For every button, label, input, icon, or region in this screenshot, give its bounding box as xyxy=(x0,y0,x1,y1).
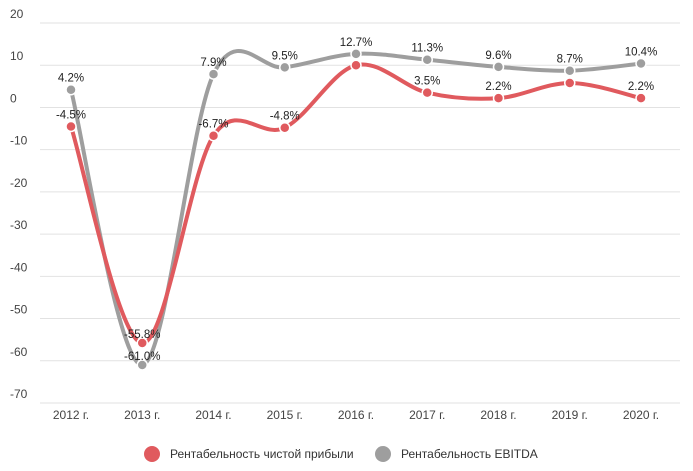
data-label: 4.2% xyxy=(58,73,84,85)
data-point xyxy=(635,57,647,70)
y-tick-label: -40 xyxy=(10,260,28,274)
x-tick-label: 2019 г. xyxy=(552,408,588,422)
data-point xyxy=(492,61,505,73)
data-label: -4.5% xyxy=(56,109,86,121)
series-points xyxy=(65,48,647,371)
data-point xyxy=(350,48,362,60)
legend-label: Рентабельность чистой прибыли xyxy=(170,447,354,461)
data-label: 9.6% xyxy=(485,50,511,62)
x-tick-label: 2015 г. xyxy=(267,408,303,422)
data-point xyxy=(635,92,647,104)
legend-marker xyxy=(375,446,391,462)
y-tick-label: -60 xyxy=(10,345,28,359)
y-tick-label: -70 xyxy=(10,387,28,401)
data-point xyxy=(564,77,576,89)
data-label: 10.4% xyxy=(625,47,658,59)
y-tick-label: 10 xyxy=(10,49,24,63)
data-label: 2.2% xyxy=(485,81,511,93)
data-point xyxy=(65,83,77,96)
data-label: 11.3% xyxy=(411,43,443,55)
data-label: 8.7% xyxy=(557,54,583,66)
x-tick-label: 2020 г. xyxy=(623,408,659,422)
legend-marker xyxy=(144,446,160,462)
data-point xyxy=(350,59,362,71)
legend-label: Рентабельность EBITDA xyxy=(401,447,538,461)
data-label: -61.0% xyxy=(124,351,160,363)
data-point xyxy=(207,68,220,80)
data-point xyxy=(492,92,505,104)
data-label: -6.7% xyxy=(198,119,228,131)
y-tick-label: 20 xyxy=(10,7,24,21)
data-labels: 4.2% -61.0% 7.9% 9.5% 12.7% 11.3% 9.6% 8.7% 10.4… xyxy=(56,37,657,363)
data-label: -55.8% xyxy=(124,329,160,341)
data-point xyxy=(136,359,148,371)
y-axis: 20 10 0 -10 -20 -30 -40 -50 -60 -70 xyxy=(10,7,28,401)
data-label: 9.5% xyxy=(272,50,298,62)
data-point xyxy=(65,120,77,133)
series-line xyxy=(69,49,643,367)
x-tick-label: 2013 г. xyxy=(124,408,160,422)
x-tick-label: 2016 г. xyxy=(338,408,374,422)
y-tick-label: -50 xyxy=(10,303,28,317)
x-tick-label: 2017 г. xyxy=(409,408,445,422)
data-label: -4.8% xyxy=(270,111,300,123)
y-tick-label: -30 xyxy=(10,218,28,232)
data-label: 2.2% xyxy=(628,81,654,93)
x-axis: 2012 г. 2013 г. 2014 г. 2015 г. 2016 г. 2017 … xyxy=(53,408,659,422)
data-point xyxy=(421,86,433,99)
data-point xyxy=(279,61,291,74)
gridlines xyxy=(40,22,680,404)
x-tick-label: 2014 г. xyxy=(195,408,231,422)
x-tick-label: 2012 г. xyxy=(53,408,89,422)
y-tick-label: 0 xyxy=(10,91,17,105)
x-tick-label: 2018 г. xyxy=(480,408,516,422)
data-point xyxy=(136,337,148,349)
data-point xyxy=(279,121,291,134)
data-point xyxy=(564,64,576,77)
legend: Рентабельность чистой прибыли Рентабельно… xyxy=(144,446,538,462)
data-label: 12.7% xyxy=(340,37,373,49)
series-lines xyxy=(69,49,643,367)
data-label: 7.9% xyxy=(200,57,226,69)
y-tick-label: -20 xyxy=(10,176,28,190)
data-label: 3.5% xyxy=(414,76,440,88)
series-line xyxy=(69,62,643,346)
data-point xyxy=(421,53,433,66)
y-tick-label: -10 xyxy=(10,134,28,148)
data-point xyxy=(207,129,220,142)
